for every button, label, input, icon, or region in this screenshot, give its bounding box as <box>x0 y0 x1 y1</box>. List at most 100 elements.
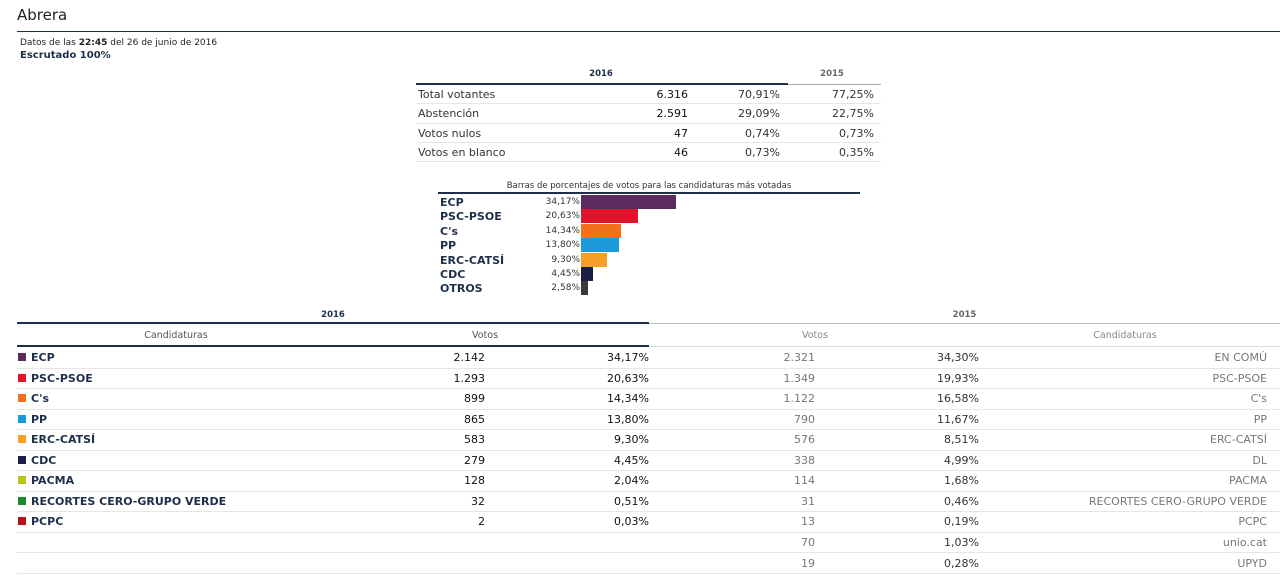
table-row: PP 865 13,80% 790 11,67% PP <box>17 409 1280 431</box>
votes-2016: 1.293 <box>453 371 486 385</box>
summary-percent: 70,91% <box>738 88 780 101</box>
percent-2016: 34,17% <box>607 351 649 364</box>
votes-2015: 70 <box>801 535 815 549</box>
results-year-2015: 2015 <box>952 310 977 320</box>
percent-2015: 0,28% <box>944 556 979 570</box>
table-row: 19 0,28% UPYD <box>17 553 1280 574</box>
percent-2016: 0,51% <box>614 494 649 508</box>
table-row: PSC-PSOE 1.293 20,63% 1.349 19,93% PSC-PSOE <box>17 368 1280 390</box>
percent-2015: 34,30% <box>937 351 979 364</box>
party-name-2015: RECORTES CERO-GRUPO VERDE <box>1088 494 1267 508</box>
party-color-swatch <box>18 517 26 526</box>
percent-2015: 8,51% <box>944 433 979 447</box>
table-row: ERC-CATSÍ 583 9,30% 576 8,51% ERC-CATSÍ <box>17 429 1280 451</box>
party-name-2015: unio.cat <box>1222 535 1267 549</box>
party-name-2015: PSC-PSOE <box>1212 371 1268 385</box>
bar-chart-divider <box>438 192 860 194</box>
page-title: Abrera <box>17 6 68 24</box>
votes-2015: 790 <box>794 412 815 426</box>
bar-label: OTROS <box>440 282 483 296</box>
votes-2015: 31 <box>801 494 815 508</box>
percent-2016: 0,03% <box>614 515 649 529</box>
summary-header: 2016 2015 <box>416 69 881 85</box>
bar-value-label: 13,80% <box>545 240 580 251</box>
votes-2015: 13 <box>801 515 815 529</box>
summary-percent-2015: 0,73% <box>839 126 874 140</box>
party-name-2015: PACMA <box>1229 474 1267 488</box>
party-name: ECP <box>31 351 55 364</box>
percent-2015: 19,93% <box>937 371 979 385</box>
summary-label: Abstención <box>418 107 480 121</box>
bar-chart-title: Barras de porcentajes de votos para las … <box>506 181 792 191</box>
results-rule-2015 <box>649 323 1280 324</box>
party-name-2015: PP <box>1253 412 1267 426</box>
results-rule-2016 <box>17 322 649 324</box>
summary-row: Total votantes 6.316 70,91% 77,25% <box>416 85 881 105</box>
summary-row: Votos nulos 47 0,74% 0,73% <box>416 124 881 143</box>
percent-2015: 1,68% <box>944 474 979 488</box>
title-divider <box>17 31 1280 32</box>
bar-value-label: 4,45% <box>551 269 580 279</box>
votes-2015: 1.122 <box>783 392 816 406</box>
votes-2015: 19 <box>801 556 815 570</box>
percent-2016: 13,80% <box>607 412 649 426</box>
party-color-swatch <box>18 435 26 444</box>
party-color-swatch <box>18 394 26 403</box>
votes-2016: 899 <box>464 392 485 406</box>
header-rule-2016 <box>17 345 649 347</box>
summary-year-2016: 2016 <box>589 69 613 79</box>
column-header-votos-2015: Votos <box>801 330 829 341</box>
summary-count: 47 <box>674 126 688 140</box>
percent-2016: 9,30% <box>614 433 649 447</box>
results-year-2016: 2016 <box>321 310 345 320</box>
party-name: C's <box>31 392 49 406</box>
percent-2016: 4,45% <box>614 453 649 467</box>
percent-2015: 0,19% <box>944 515 979 529</box>
bar <box>581 238 620 253</box>
column-header-candidaturas-2016: Candidaturas <box>144 330 208 341</box>
bar <box>581 195 676 209</box>
data-time: 22:45 <box>78 38 108 48</box>
party-name-2015: ERC-CATSÍ <box>1210 433 1267 447</box>
percent-2016: 20,63% <box>607 371 649 385</box>
votes-2016: 279 <box>464 453 485 467</box>
bar-value-label: 20,63% <box>545 211 580 222</box>
party-name: PP <box>31 412 48 426</box>
party-color-swatch <box>18 496 26 505</box>
table-row: C's 899 14,34% 1.122 16,58% C's <box>17 388 1280 410</box>
votes-2015: 1.349 <box>783 371 816 385</box>
bar-label: ECP <box>440 196 464 209</box>
bar-label: CDC <box>440 268 466 281</box>
summary-percent: 0,73% <box>745 145 780 159</box>
summary-percent: 29,09% <box>738 107 780 121</box>
summary-percent-2015: 0,35% <box>839 145 874 159</box>
percent-2015: 4,99% <box>944 453 979 467</box>
table-row: PCPC 2 0,03% 13 0,19% PCPC <box>17 511 1280 533</box>
table-row: RECORTES CERO-GRUPO VERDE 32 0,51% 31 0,46% R… <box>17 491 1280 513</box>
summary-percent-2015: 22,75% <box>832 107 874 121</box>
bar <box>581 209 639 224</box>
column-header-candidaturas-2015: Candidaturas <box>1093 330 1157 341</box>
scrutiny-status: Escrutado 100% <box>20 50 111 61</box>
party-name-2015: DL <box>1252 453 1267 467</box>
summary-year-2015: 2015 <box>820 69 844 79</box>
party-name-2015: C's <box>1250 392 1267 406</box>
bar-value-label: 2,58% <box>551 283 580 294</box>
party-name-2015: EN COMÚ <box>1214 351 1267 364</box>
turnout-summary-table: 2016 2015 Total votantes 6.316 70,91% 77… <box>416 69 881 163</box>
bar-label: C's <box>440 224 458 238</box>
votes-2016: 2 <box>478 515 485 529</box>
summary-count: 6.316 <box>656 88 689 101</box>
summary-percent-2015: 77,25% <box>832 88 874 101</box>
percent-2015: 1,03% <box>944 535 979 549</box>
table-row: 70 1,03% unio.cat <box>17 532 1280 554</box>
percent-2015: 0,46% <box>944 494 979 508</box>
votes-2016: 2.142 <box>453 351 486 364</box>
summary-percent: 0,74% <box>745 126 780 140</box>
percent-2015: 16,58% <box>937 392 979 406</box>
party-name: PSC-PSOE <box>31 371 93 385</box>
percent-2015: 11,67% <box>937 412 979 426</box>
summary-row: Votos en blanco 46 0,73% 0,35% <box>416 143 881 163</box>
party-color-swatch <box>18 353 26 361</box>
bar-label: PSC-PSOE <box>440 210 502 224</box>
